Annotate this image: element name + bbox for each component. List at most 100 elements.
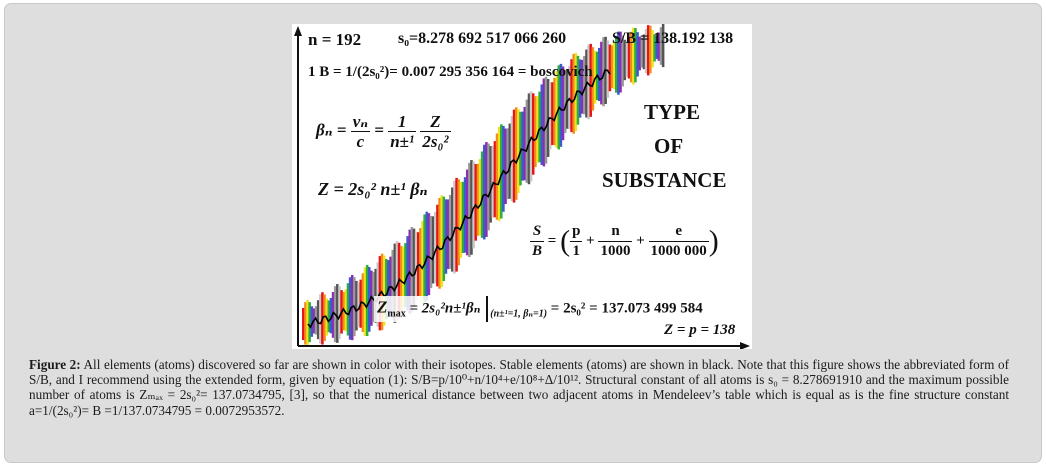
isotope-bar [523, 106, 526, 181]
isotope-bar [476, 163, 480, 236]
isotope-bar [580, 59, 584, 114]
isotope-bar [506, 128, 509, 200]
isotope-bar [589, 43, 592, 117]
z-p-label: Z = p = 138 [664, 322, 736, 338]
zmax-cond: (n±¹=1, βₙ=1) [490, 308, 548, 320]
isotope-bar [574, 52, 578, 132]
sb-n-num: n [598, 222, 633, 242]
isotope-bar [553, 77, 556, 146]
isotope-bar [393, 243, 397, 323]
isotope-bar [344, 289, 348, 332]
isotope-bar [561, 66, 565, 141]
beta-frac1: vₙ c [350, 112, 371, 151]
isotope-bar [308, 302, 311, 343]
figure-caption: Figure 2: All elements (atoms) discovere… [29, 357, 1009, 418]
isotope-bar [306, 299, 309, 346]
isotope-bar [570, 59, 573, 133]
isotope-bar [485, 142, 488, 237]
isotope-bar [465, 169, 469, 256]
isotope-bar [376, 262, 380, 327]
zmax-equation: Zmax = 2s₀²n±¹βₙ (n±¹=1, βₙ=1) = 2s₀² = … [374, 296, 706, 322]
isotope-bar [653, 34, 656, 62]
stable-element-line [307, 69, 611, 329]
isotope-bar [444, 199, 448, 274]
sb-p-num: p [570, 222, 583, 242]
isotope-bar [357, 282, 360, 327]
sb-label: S/B = 138.192 138 [612, 30, 734, 47]
isotope-bar [478, 159, 482, 236]
isotope-bar [627, 37, 631, 79]
z-equation: Z = 2s₀² n±¹ βₙ [318, 179, 428, 199]
isotope-bar [640, 37, 644, 68]
isotope-bar [431, 216, 435, 284]
zmax-sub: max [387, 308, 406, 320]
isotope-bar [414, 231, 418, 301]
isotope-bar [461, 181, 465, 254]
isotope-bar [493, 141, 497, 218]
n-label: n = 192 [308, 30, 362, 49]
isotope-bar [410, 227, 414, 313]
beta-equation: βₙ = vₙ c = 1 n±¹ Z 2s₀² [316, 112, 451, 151]
isotope-bar [316, 300, 320, 340]
isotope-bar [355, 280, 358, 331]
isotope-bar [382, 255, 386, 326]
isotope-bar [591, 47, 595, 111]
isotope-bar [368, 267, 371, 332]
isotope-bar [583, 55, 586, 115]
isotope-bar [497, 126, 501, 222]
isotope-bar [402, 246, 405, 307]
beta-frac2-num: 1 [388, 112, 417, 132]
boscovich-rhs: = 0.007 295 356 164 = boscovich [389, 64, 593, 80]
sb-p-den: 1 [572, 243, 581, 259]
isotope-bar [657, 32, 661, 61]
isotope-bar [517, 109, 520, 194]
isotope-bar [338, 286, 341, 340]
isotope-bar [559, 63, 563, 147]
x-axis-arrow [740, 342, 750, 349]
isotope-bar [634, 28, 637, 83]
isotope-bar [638, 36, 641, 71]
isotope-bar [421, 221, 424, 300]
isotope-bar [512, 109, 516, 203]
isotope-bar [502, 125, 505, 212]
isotope-bar [495, 133, 499, 220]
isotope-bar [608, 44, 612, 92]
isotope-bar [406, 236, 409, 311]
isotope-bar [429, 216, 433, 289]
sb-eq: = [547, 232, 557, 249]
isotope-bar [514, 107, 518, 200]
isotope-bar [323, 294, 326, 341]
isotope-bar [644, 28, 648, 74]
isotope-bar [427, 213, 431, 296]
caption-text: All elements (atoms) discovered so far a… [29, 357, 1009, 418]
isotope-bar [419, 228, 422, 297]
isotope-bar [438, 198, 441, 289]
isotope-bar [451, 187, 454, 272]
isotope-bar [459, 181, 463, 258]
isotope-bar [346, 283, 350, 336]
isotope-bar [457, 179, 460, 266]
of-label: OF [654, 134, 684, 158]
isotope-bar [521, 111, 524, 181]
isotope-bar [453, 180, 456, 274]
isotope-bar [500, 124, 503, 219]
beta-frac1-den: c [356, 132, 365, 151]
isotope-bar [310, 306, 314, 337]
beta-frac2: 1 n±¹ [388, 112, 417, 151]
isotope-bar [612, 41, 616, 90]
isotope-bar [578, 59, 582, 118]
beta-frac3-num: Z [420, 112, 451, 132]
isotope-bar [540, 84, 544, 165]
isotope-bar [374, 268, 377, 323]
isotope-bar [363, 267, 367, 336]
isotope-bar [423, 214, 426, 303]
isotope-bar [587, 44, 590, 120]
isotope-bar [615, 35, 618, 93]
isotope-bar [489, 146, 492, 223]
isotope-bar [440, 195, 443, 287]
isotope-bar [365, 264, 369, 336]
caption-label: Figure 2: [29, 357, 81, 372]
isotope-bar [555, 70, 558, 148]
isotope-bar [442, 196, 446, 282]
